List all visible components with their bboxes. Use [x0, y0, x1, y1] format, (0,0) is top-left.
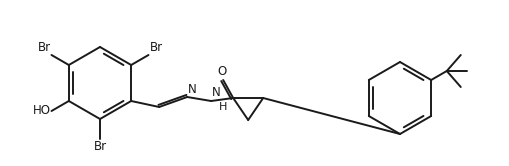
Text: Br: Br	[93, 140, 106, 153]
Text: O: O	[217, 65, 227, 78]
Text: Br: Br	[149, 41, 162, 54]
Text: N: N	[212, 86, 220, 99]
Text: N: N	[188, 83, 196, 96]
Text: HO: HO	[33, 105, 50, 118]
Text: H: H	[219, 102, 227, 112]
Text: Br: Br	[37, 41, 50, 54]
